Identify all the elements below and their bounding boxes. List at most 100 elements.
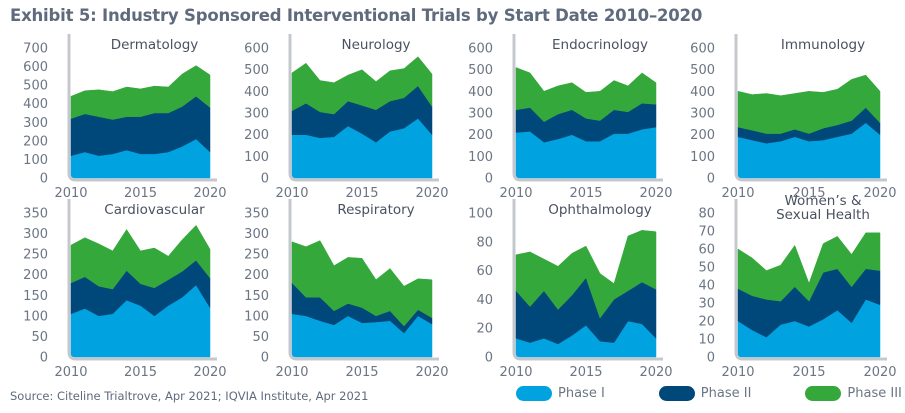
- y-tick-label: 400: [244, 85, 269, 100]
- y-tick-label: 0: [261, 351, 269, 366]
- y-tick-label: 100: [690, 150, 715, 165]
- panel-women-s-sexual-health: 0 10 20 30 40 50 60 70 80 2010 2015 2020 Women’s &Se…: [698, 193, 896, 380]
- x-tick-label: 2020: [863, 365, 896, 380]
- area-phase-iii: [737, 74, 881, 134]
- legend: Phase I Phase II Phase III: [516, 386, 902, 401]
- panel-ophthalmology: 0 20 40 60 80 100 2010 2015 2020 Ophthalmology: [468, 199, 673, 380]
- x-tick-label: 2010: [721, 186, 754, 201]
- panel-title: Endocrinology: [552, 37, 648, 53]
- x-tick-label: 2010: [54, 186, 87, 201]
- y-tick-label: 150: [244, 289, 269, 304]
- y-tick-label: 20: [698, 315, 715, 330]
- y-tick-label: 0: [485, 172, 493, 187]
- y-tick-label: 500: [690, 63, 715, 78]
- y-tick-label: 100: [244, 309, 269, 324]
- y-tick-label: 20: [476, 322, 493, 337]
- panel-title: Women’s &: [785, 193, 862, 209]
- y-tick-label: 600: [690, 42, 715, 57]
- legend-swatch-phase-3: [805, 386, 842, 401]
- y-tick-label: 0: [707, 172, 715, 187]
- area-phase-iii: [70, 65, 211, 120]
- y-tick-label: 300: [23, 227, 48, 242]
- y-tick-label: 200: [468, 128, 493, 143]
- y-tick-label: 300: [690, 107, 715, 122]
- panel-dermatology: 0 100 200 300 400 500 600 700 2010 2015 2020 Dermat…: [23, 34, 227, 201]
- y-tick-label: 250: [244, 248, 269, 263]
- x-tick-label: 2015: [569, 186, 602, 201]
- panel-title: Neurology: [341, 37, 410, 53]
- y-tick-label: 200: [244, 268, 269, 283]
- x-tick-label: 2020: [639, 186, 672, 201]
- y-tick-label: 600: [468, 42, 493, 57]
- y-tick-label: 100: [244, 150, 269, 165]
- y-tick-label: 200: [244, 128, 269, 143]
- x-tick-label: 2010: [54, 365, 87, 380]
- y-tick-label: 100: [468, 207, 493, 222]
- axis-line: [734, 199, 887, 361]
- y-tick-label: 300: [244, 107, 269, 122]
- y-tick-label: 600: [23, 60, 48, 75]
- y-tick-label: 100: [23, 309, 48, 324]
- x-tick-label: 2015: [345, 365, 378, 380]
- x-tick-label: 2010: [721, 365, 754, 380]
- panel-endocrinology: 0 100 200 300 400 500 600 2010 2015 2020 Endocrino…: [468, 34, 673, 201]
- x-tick-label: 2020: [863, 186, 896, 201]
- x-tick-label: 2020: [193, 365, 226, 380]
- legend-swatch-phase-2: [658, 386, 695, 401]
- axis-line: [512, 199, 663, 361]
- x-tick-label: 2010: [499, 365, 532, 380]
- y-tick-label: 400: [468, 85, 493, 100]
- area-phase-iii: [515, 67, 657, 123]
- source-note: Source: Citeline Trialtrove, Apr 2021; I…: [10, 389, 369, 403]
- y-tick-label: 50: [252, 330, 269, 345]
- panel-immunology: 0 100 200 300 400 500 600 2010 2015 2020 Immunolog…: [690, 34, 897, 201]
- panel-title: Respiratory: [337, 202, 414, 218]
- panel-title: Sexual Health: [776, 207, 870, 223]
- area-phase-iii: [515, 230, 657, 319]
- y-tick-label: 80: [698, 207, 715, 222]
- legend-item-phase-3: Phase III: [805, 386, 902, 401]
- y-tick-label: 60: [698, 243, 715, 258]
- area-phase-iii: [291, 56, 433, 115]
- axis-line: [734, 34, 887, 182]
- x-tick-label: 2015: [124, 186, 157, 201]
- y-tick-label: 200: [690, 128, 715, 143]
- panel-title: Cardiovascular: [104, 202, 205, 218]
- panel-title: Immunology: [781, 37, 865, 53]
- area-phase-iii: [291, 240, 433, 327]
- y-tick-label: 200: [23, 268, 48, 283]
- y-tick-label: 80: [476, 235, 493, 250]
- area-phase-iii: [737, 232, 881, 302]
- x-tick-label: 2010: [499, 186, 532, 201]
- y-tick-label: 700: [23, 42, 48, 57]
- y-tick-label: 400: [690, 85, 715, 100]
- x-tick-label: 2010: [275, 186, 308, 201]
- y-tick-label: 100: [468, 150, 493, 165]
- legend-label: Phase III: [847, 386, 902, 401]
- y-tick-label: 60: [476, 264, 493, 279]
- area-phase-iii: [70, 224, 211, 290]
- legend-swatch-phase-1: [516, 386, 552, 401]
- y-tick-label: 300: [23, 116, 48, 131]
- axis-line: [67, 34, 217, 182]
- y-tick-label: 300: [244, 227, 269, 242]
- x-tick-label: 2015: [792, 365, 825, 380]
- y-tick-label: 500: [23, 79, 48, 94]
- x-tick-label: 2015: [124, 365, 157, 380]
- y-tick-label: 600: [244, 42, 269, 57]
- axis-line: [288, 199, 439, 361]
- x-tick-label: 2020: [639, 365, 672, 380]
- y-tick-label: 30: [698, 297, 715, 312]
- y-tick-label: 0: [40, 351, 48, 366]
- legend-item-phase-2: Phase II: [658, 386, 751, 401]
- y-tick-label: 500: [468, 63, 493, 78]
- x-tick-label: 2015: [345, 186, 378, 201]
- panel-neurology: 0 100 200 300 400 500 600 2010 2015 2020 Neurology: [244, 34, 449, 201]
- panel-cardiovascular: 0 50 100 150 200 250 300 350 2010 2015 2020 Cardiov…: [23, 199, 227, 380]
- legend-label: Phase I: [558, 386, 605, 401]
- y-tick-label: 150: [23, 289, 48, 304]
- y-tick-label: 300: [468, 107, 493, 122]
- legend-item-phase-1: Phase I: [516, 386, 605, 401]
- y-tick-label: 400: [23, 97, 48, 112]
